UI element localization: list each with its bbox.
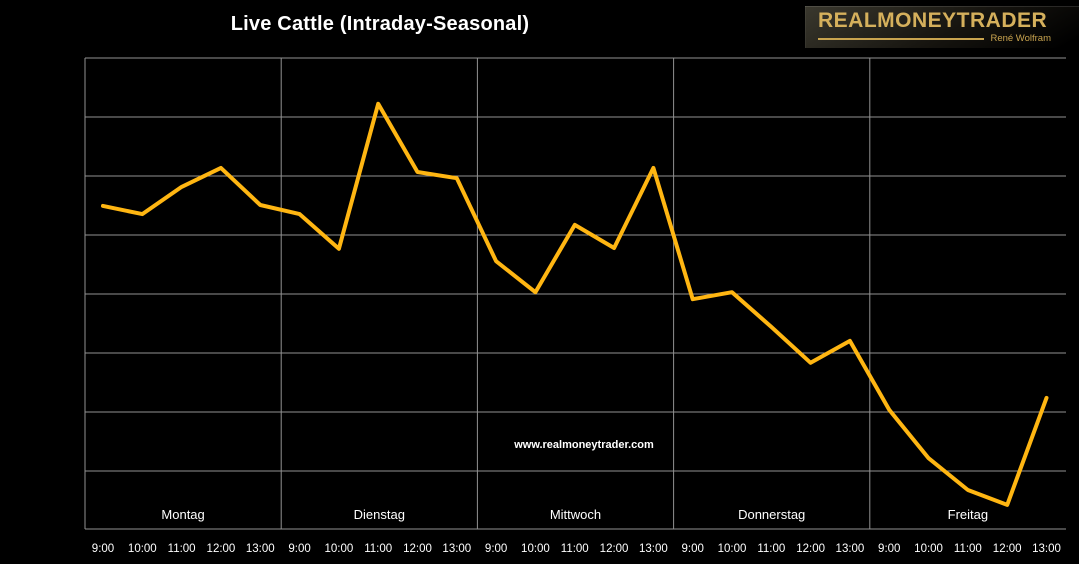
- hour-tick-label: 11:00: [757, 543, 785, 555]
- hour-tick-label: 12:00: [403, 543, 432, 555]
- hour-tick-label: 11:00: [954, 543, 982, 555]
- hour-tick-label: 13:00: [246, 543, 275, 555]
- hour-tick-label: 12:00: [796, 543, 825, 555]
- hour-tick-label: 9:00: [485, 543, 507, 555]
- logo-rule: [818, 37, 985, 40]
- hour-tick-label: 9:00: [92, 543, 114, 555]
- hour-tick-label: 13:00: [442, 543, 471, 555]
- brand-subline: René Wolfram: [818, 33, 1051, 44]
- price-line: [101, 101, 1049, 507]
- hour-tick-label: 13:00: [1032, 543, 1061, 555]
- hour-tick-label: 10:00: [914, 543, 943, 555]
- hour-tick-label: 11:00: [364, 543, 392, 555]
- hour-tick-label: 9:00: [878, 543, 900, 555]
- day-label: Freitag: [948, 507, 988, 522]
- brand-author: René Wolfram: [990, 33, 1051, 44]
- page-title: Live Cattle (Intraday-Seasonal): [230, 13, 530, 35]
- hour-tick-label: 13:00: [639, 543, 668, 555]
- brand-logo: REALMONEYTRADER René Wolfram: [805, 6, 1079, 48]
- hour-tick-label: 12:00: [993, 543, 1022, 555]
- hour-tick-label: 12:00: [207, 543, 236, 555]
- hour-tick-label: 13:00: [836, 543, 865, 555]
- hour-tick-label: 9:00: [681, 543, 703, 555]
- hour-tick-label: 10:00: [128, 543, 157, 555]
- hour-tick-label: 9:00: [288, 543, 310, 555]
- day-label: Montag: [161, 507, 204, 522]
- day-label: Dienstag: [354, 507, 405, 522]
- hour-tick-label: 10:00: [521, 543, 550, 555]
- hour-tick-label: 12:00: [600, 543, 629, 555]
- hour-tick-label: 10:00: [324, 543, 353, 555]
- hour-tick-label: 11:00: [168, 543, 196, 555]
- hour-tick-label: 11:00: [561, 543, 589, 555]
- day-label: Mittwoch: [550, 507, 601, 522]
- watermark: www.realmoneytrader.com: [514, 439, 654, 451]
- hour-tick-label: 10:00: [718, 543, 747, 555]
- day-label: Donnerstag: [738, 507, 805, 522]
- brand-name: REALMONEYTRADER: [818, 9, 1048, 32]
